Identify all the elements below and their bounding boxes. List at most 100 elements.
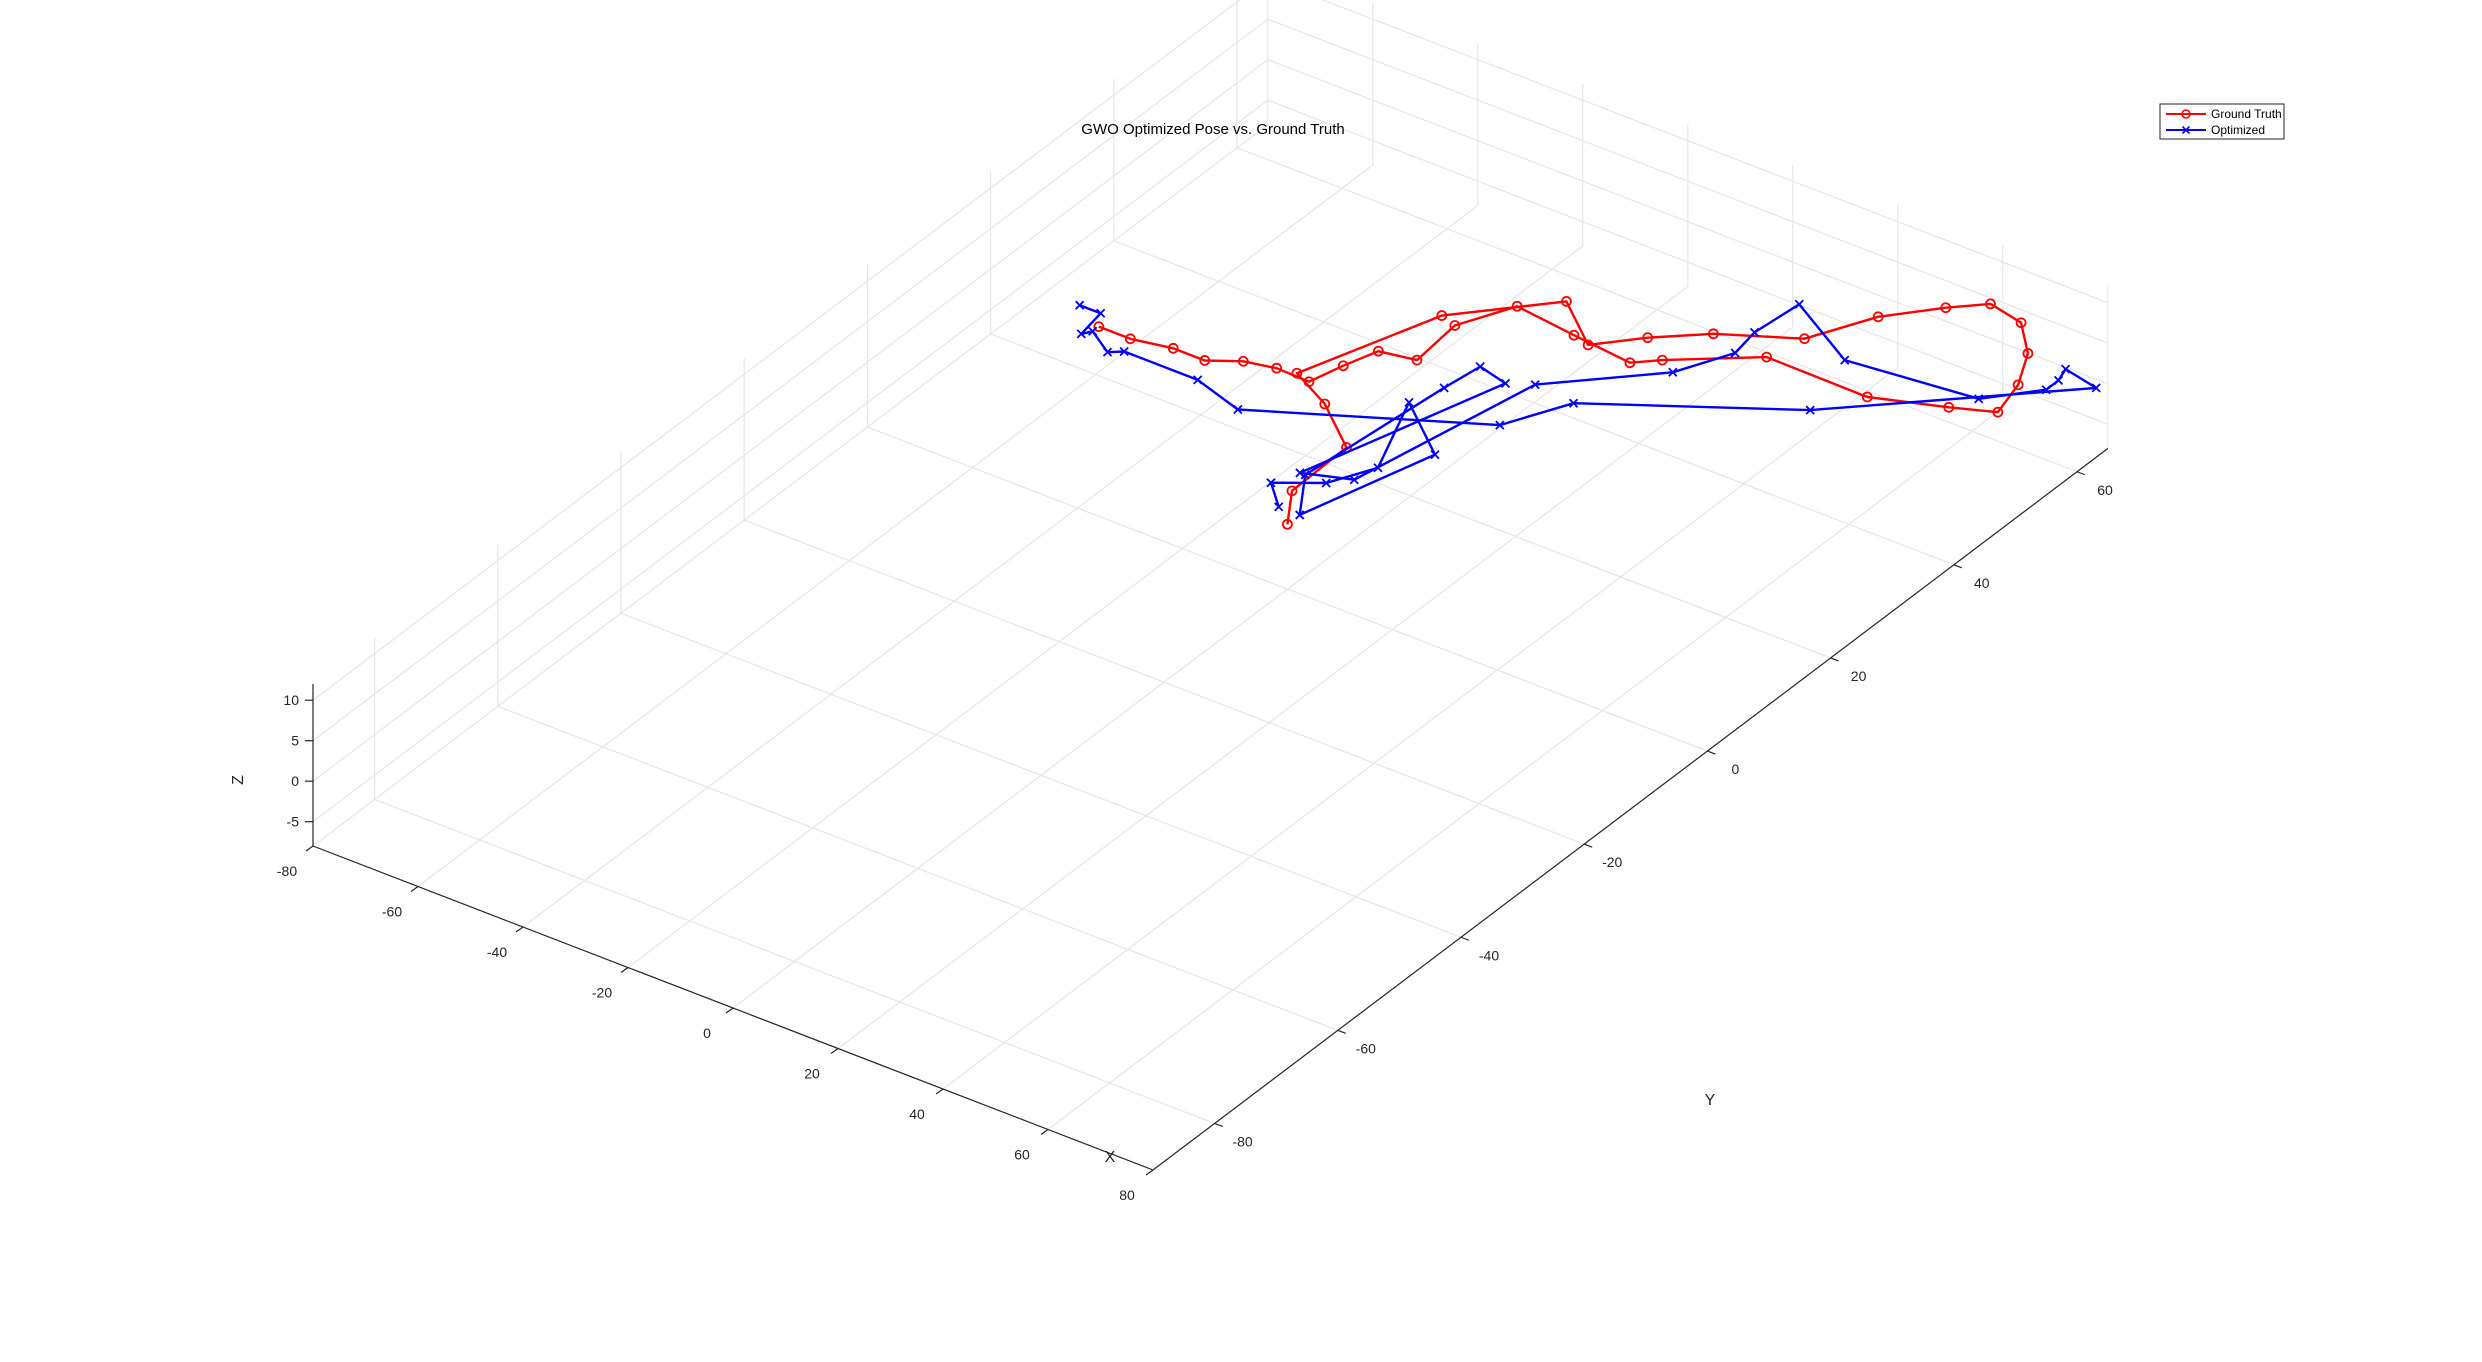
y-tick-mark	[1830, 657, 1839, 662]
data-point-optimized	[1119, 346, 1129, 357]
data-point-optimized	[1568, 398, 1579, 408]
x-tick-label: -20	[592, 985, 612, 1001]
x-tick-label: -60	[382, 904, 402, 920]
x-tick-mark	[830, 1048, 839, 1054]
data-point-optimized	[1349, 475, 1359, 485]
floor-grid-x	[627, 245, 1584, 968]
x-tick-label: 20	[804, 1066, 820, 1082]
data-point-ground-truth	[1624, 357, 1636, 369]
data-point-ground-truth	[1943, 401, 1955, 413]
data-point-ground-truth	[1861, 391, 1873, 403]
data-point-ground-truth	[1237, 355, 1249, 367]
data-point-ground-truth	[1436, 310, 1448, 321]
axes-layer	[305, 447, 2109, 1176]
data-point-optimized	[1439, 383, 1449, 393]
data-point-ground-truth	[1568, 329, 1580, 341]
floor-grid-y	[743, 519, 1585, 845]
chart-title: GWO Optimized Pose vs. Ground Truth	[1081, 121, 1344, 138]
data-point-optimized	[1530, 379, 1540, 390]
legend-label-ground-truth: Ground Truth	[2211, 107, 2282, 121]
data-point-optimized	[1102, 347, 1113, 357]
x-tick-mark	[725, 1007, 734, 1014]
data-point-ground-truth	[1761, 351, 1773, 363]
y-tick-label: -20	[1602, 854, 1622, 870]
x-tick-mark	[410, 886, 419, 892]
data-point-ground-truth	[1642, 332, 1654, 344]
floor-grid-x	[312, 123, 1269, 847]
data-point-ground-truth	[1992, 406, 2004, 418]
data-point-optimized	[1730, 348, 1740, 358]
data-point-optimized	[1076, 329, 1086, 339]
series-line-ground-truth	[1098, 300, 2030, 525]
data-point-ground-truth	[1124, 333, 1136, 345]
x-tick-mark	[1040, 1129, 1049, 1135]
x-tick-label: 60	[1014, 1147, 1030, 1163]
data-point-optimized	[1373, 463, 1383, 473]
floor-grid-y	[990, 333, 1831, 659]
data-point-optimized	[1495, 420, 1505, 430]
y-tick-mark	[1707, 750, 1716, 755]
data-point-ground-truth	[1708, 328, 1719, 340]
data-point-optimized	[1096, 308, 1106, 318]
data-point-optimized	[1233, 404, 1243, 415]
legend-box	[2159, 103, 2285, 140]
data-point-optimized	[1404, 397, 1414, 408]
data-point-optimized	[1088, 326, 1098, 336]
x-tick-label: -40	[487, 944, 507, 960]
data-point-ground-truth	[1872, 311, 1884, 323]
y-tick-label: -60	[1356, 1040, 1376, 1056]
floor-grid-y	[1236, 147, 2078, 473]
data-point-ground-truth	[1291, 367, 1303, 379]
x-tick-mark	[1145, 1169, 1154, 1176]
data-point-optimized	[1193, 375, 1203, 385]
y-tick-label: 0	[1732, 761, 1740, 777]
y-tick-label: -40	[1479, 947, 1499, 963]
x-tick-label: 80	[1119, 1187, 1135, 1203]
floor-grid-y	[620, 612, 1462, 938]
x-tick-mark	[305, 845, 314, 852]
data-point-ground-truth	[1199, 355, 1211, 366]
data-point-optimized	[1274, 502, 1284, 512]
data-point-ground-truth	[1656, 354, 1668, 366]
data-point-ground-truth	[1561, 296, 1572, 307]
data-point-optimized	[2091, 383, 2101, 393]
grid-layer	[312, 0, 2109, 1171]
floor-grid-x	[1047, 407, 2004, 1130]
data-point-optimized	[1974, 394, 1984, 404]
data-point-ground-truth	[2022, 348, 2034, 359]
legend: Ground Truth Optimized	[2159, 103, 2285, 140]
data-point-ground-truth	[1799, 333, 1810, 345]
y-tick-mark	[1214, 1122, 1223, 1128]
floor-grid-y	[497, 705, 1339, 1031]
data-point-ground-truth	[1093, 321, 1105, 333]
side-wall-grid-z	[312, 0, 1241, 701]
floor-grid-x	[942, 366, 1899, 1090]
data-point-optimized	[1295, 510, 1305, 520]
x-tick-mark	[935, 1088, 944, 1095]
x-axis-label: X	[1105, 1149, 1116, 1166]
z-tick-label: 10	[283, 692, 299, 708]
floor-grid-x	[522, 204, 1479, 928]
floor-grid-x	[837, 326, 1794, 1049]
data-point-ground-truth	[1411, 354, 1423, 366]
z-tick-label: 5	[291, 733, 299, 749]
side-wall-grid-z	[312, 18, 1269, 742]
z-axis-label: Z	[230, 775, 247, 785]
data-point-ground-truth	[1319, 398, 1331, 410]
legend-marker-circle	[2181, 109, 2191, 119]
x-tick-label: -80	[277, 863, 297, 879]
y-tick-label: -80	[1232, 1133, 1252, 1149]
data-point-optimized	[1500, 378, 1511, 389]
floor-grid-y	[1113, 240, 1955, 566]
y-tick-mark	[1337, 1029, 1347, 1034]
y-axis-line	[1152, 447, 2109, 1171]
data-point-optimized	[1300, 470, 1310, 480]
data-point-ground-truth	[1337, 360, 1349, 372]
data-point-optimized	[1266, 478, 1276, 488]
data-point-optimized	[1430, 449, 1440, 460]
data-point-optimized	[1840, 355, 1850, 365]
data-point-ground-truth	[1286, 485, 1298, 497]
data-point-optimized	[1295, 468, 1305, 478]
floor-grid-x	[417, 164, 1374, 887]
